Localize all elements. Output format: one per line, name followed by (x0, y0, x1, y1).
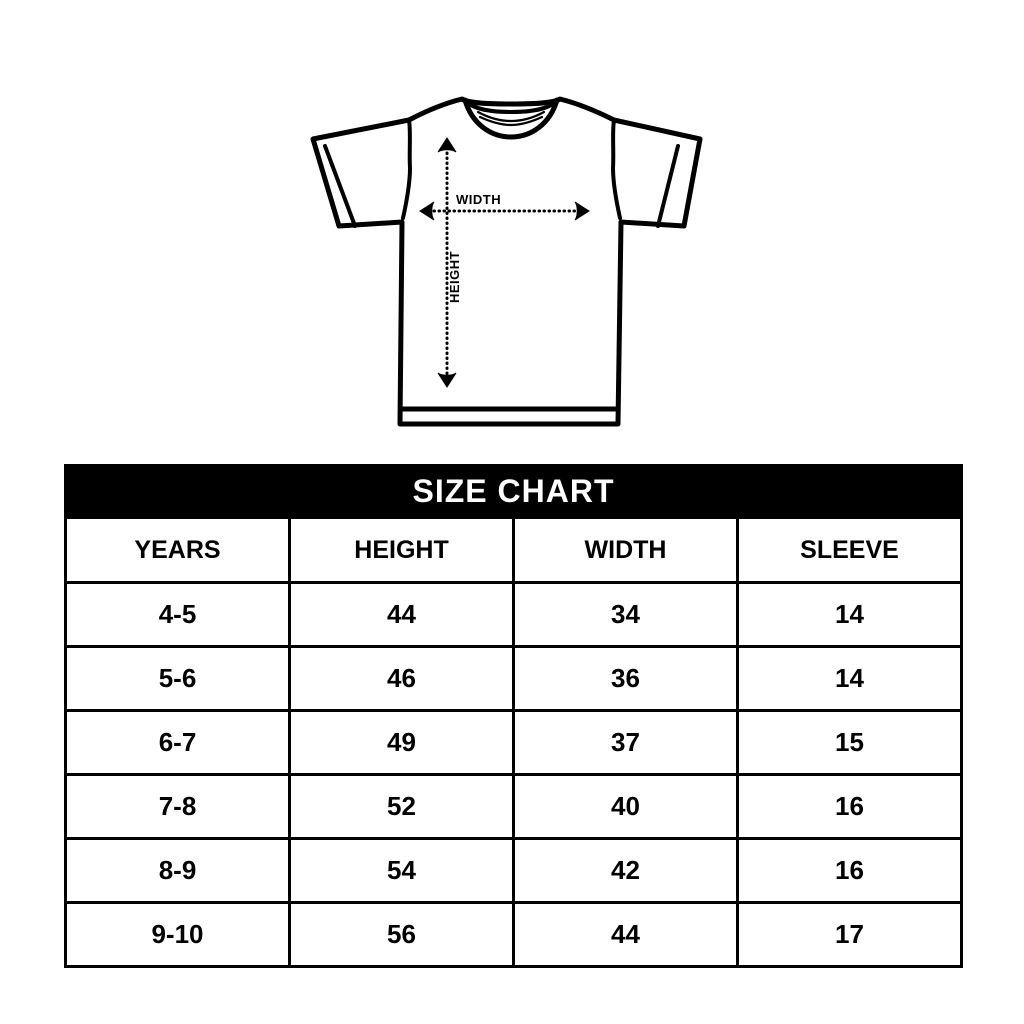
svg-text:WIDTH: WIDTH (456, 192, 501, 207)
svg-text:HEIGHT: HEIGHT (447, 251, 462, 303)
